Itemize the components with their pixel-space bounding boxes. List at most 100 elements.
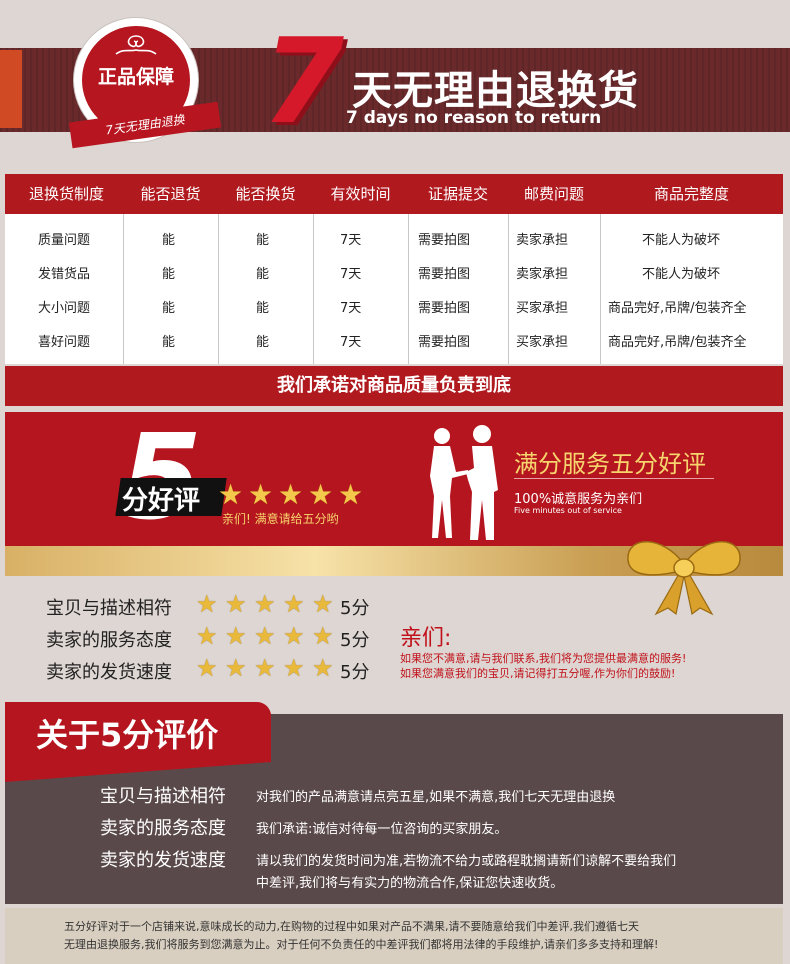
- about-item-label: 宝贝与描述相符: [100, 786, 226, 807]
- table-cell: 大小问题: [38, 301, 91, 316]
- table-divider: [123, 214, 124, 364]
- table-column-header: 能否退货: [140, 185, 201, 203]
- message-title: 亲们:: [400, 626, 452, 651]
- table-divider: [508, 214, 509, 364]
- star-icon: ★: [338, 478, 364, 511]
- table-cell: 能: [162, 267, 176, 282]
- table-cell: 能: [162, 335, 176, 350]
- banner-title: 满分服务五分好评: [514, 450, 706, 478]
- rating-score: 5分: [340, 662, 370, 683]
- badge-text: 正品保障: [97, 66, 174, 88]
- rating-label: 卖家的服务态度: [46, 630, 172, 651]
- about-item-text: 对我们的产品满意请点亮五星,如果不满意,我们七天无理由退换: [256, 790, 616, 805]
- star-icon: ★: [283, 654, 305, 682]
- about-tab-fold: [5, 762, 271, 782]
- rating-label: 宝贝与描述相符: [46, 598, 172, 619]
- table-column-header: 邮费问题: [523, 185, 584, 203]
- table-cell: 商品完好,吊牌/包装齐全: [608, 335, 747, 350]
- star-icon: ★: [254, 590, 276, 618]
- table-cell: 买家承担: [516, 335, 569, 350]
- banner-subtitle: 100%诚意服务为亲们: [514, 492, 643, 507]
- table-cell: 能: [256, 233, 270, 248]
- table-cell: 不能人为破坏: [641, 267, 720, 282]
- star-icon: ★: [225, 654, 247, 682]
- table-cell: 需要拍图: [418, 301, 471, 316]
- table-divider: [600, 214, 601, 364]
- table-header: [5, 174, 783, 214]
- promise-bar: 我们承诺对商品质量负责到底: [5, 366, 783, 406]
- table-divider: [408, 214, 409, 364]
- footer-line: 无理由退换服务,我们将服务到您满意为止。对于任何不负责任的中差评我们都将用法律的…: [64, 938, 659, 951]
- banner-subtitle-en: Five minutes out of service: [514, 506, 622, 515]
- table-cell: 7天: [340, 301, 362, 316]
- table-cell: 需要拍图: [418, 335, 471, 350]
- message-line: 如果您满意我们的宝贝,请记得打五分喔,作为你们的鼓励!: [400, 667, 676, 680]
- table-cell: 能: [256, 335, 270, 350]
- gold-bow-icon: [627, 541, 741, 616]
- table-cell: 卖家承担: [516, 267, 569, 282]
- star-icon: ★: [312, 622, 334, 650]
- table-column-header: 退换货制度: [28, 185, 104, 203]
- star-icon: ★: [225, 590, 247, 618]
- header-band-accent: [0, 50, 22, 128]
- rating-label: 卖家的发货速度: [46, 662, 172, 683]
- table-divider: [218, 214, 219, 364]
- star-icon: ★: [196, 590, 218, 618]
- star-icon: ★: [283, 590, 305, 618]
- table-cell: 质量问题: [38, 233, 91, 248]
- table-column-header: 证据提交: [427, 185, 488, 203]
- star-icon: ★: [218, 478, 244, 511]
- about-item-label: 卖家的发货速度: [100, 850, 226, 871]
- table-cell: 买家承担: [516, 301, 569, 316]
- table-column-header: 商品完整度: [653, 185, 729, 203]
- about-item-label: 卖家的服务态度: [100, 818, 226, 839]
- about-title: 关于5分评价: [36, 716, 219, 754]
- star-icon: ★: [248, 478, 274, 511]
- big-seven: 7: [262, 12, 345, 150]
- star-icon: ★: [196, 654, 218, 682]
- table-column-header: 有效时间: [330, 185, 391, 203]
- table-cell: 能: [162, 301, 176, 316]
- ornament-icon: [115, 35, 157, 55]
- page-subtitle: 7 days no reason to return: [346, 108, 602, 128]
- star-icon: ★: [254, 654, 276, 682]
- rating-score: 5分: [340, 598, 370, 619]
- table-cell: 发错货品: [38, 267, 91, 282]
- banner-divider: [514, 478, 714, 479]
- about-item-text: 中差评,我们将与有实力的物流合作,保证您快速收货。: [256, 876, 564, 891]
- star-icon: ★: [225, 622, 247, 650]
- banner-note: 亲们! 满意请给五分哟: [222, 512, 339, 526]
- table-column-header: 能否换货: [235, 185, 296, 203]
- star-icon: ★: [196, 622, 218, 650]
- about-item-text: 请以我们的发货时间为准,若物流不给力或路程耽搁请新们谅解不要给我们: [256, 854, 677, 869]
- table-cell: 能: [256, 267, 270, 282]
- star-icon: ★: [283, 622, 305, 650]
- table-cell: 卖家承担: [516, 233, 569, 248]
- rating-score: 5分: [340, 630, 370, 651]
- table-cell: 7天: [340, 335, 362, 350]
- table-cell: 能: [162, 233, 176, 248]
- handshake-icon: [430, 425, 498, 540]
- table-cell: 喜好问题: [38, 335, 91, 350]
- about-item-text: 我们承诺:诚信对待每一位咨询的买家朋友。: [256, 822, 508, 837]
- table-cell: 不能人为破坏: [641, 233, 720, 248]
- big-five: 5: [120, 408, 203, 546]
- haopin-label: 分好评: [122, 486, 201, 516]
- star-icon: ★: [278, 478, 304, 511]
- table-cell: 7天: [340, 267, 362, 282]
- footer: [5, 908, 783, 964]
- table-cell: 商品完好,吊牌/包装齐全: [608, 301, 747, 316]
- star-icon: ★: [254, 622, 276, 650]
- table-cell: 能: [256, 301, 270, 316]
- table-cell: 需要拍图: [418, 267, 471, 282]
- table-divider: [313, 214, 314, 364]
- about-tab: [5, 702, 271, 762]
- footer-line: 五分好评对于一个店铺来说,意味成长的动力,在购物的过程中如果对产品不满果,请不要…: [64, 920, 639, 933]
- table-cell: 需要拍图: [418, 233, 471, 248]
- star-icon: ★: [312, 590, 334, 618]
- star-icon: ★: [308, 478, 334, 511]
- message-line: 如果您不满意,请与我们联系,我们将为您提供最满意的服务!: [400, 652, 687, 665]
- page-title: 天无理由退换货: [352, 68, 639, 114]
- table-cell: 7天: [340, 233, 362, 248]
- star-icon: ★: [312, 654, 334, 682]
